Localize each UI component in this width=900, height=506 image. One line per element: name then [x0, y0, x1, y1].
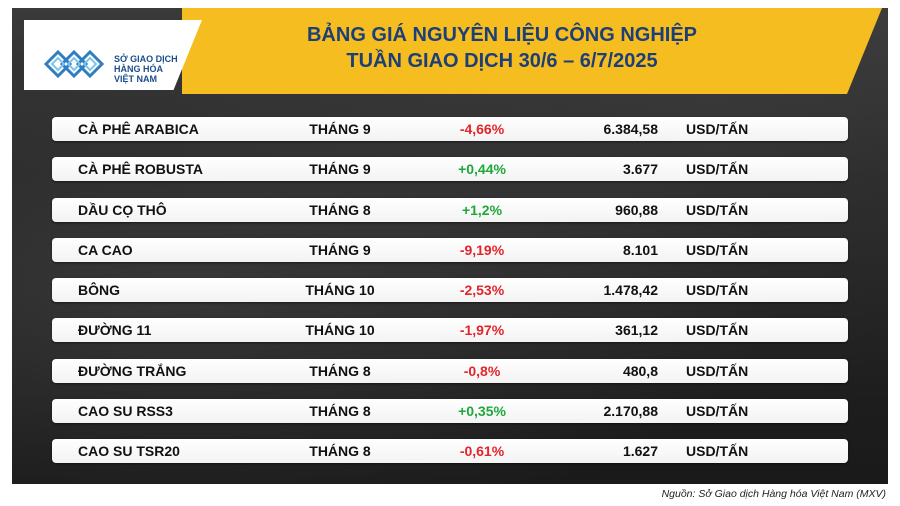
price-change: -2,53%: [459, 282, 505, 299]
price-change: -1,97%: [459, 322, 505, 339]
table-row: DẦU CỌ THÔ THÁNG 8 +1,2% 960,88 USD/TẤN: [52, 197, 848, 222]
source-note: Nguồn: Sở Giao dịch Hàng hóa Việt Nam (M…: [661, 488, 886, 500]
table-row: CAO SU TSR20 THÁNG 8 -0,61% 1.627 USD/TẤN: [52, 439, 848, 464]
price-change: +0,44%: [458, 161, 506, 178]
logo-line-3: VIỆT NAM: [114, 74, 158, 84]
logo: SỞ GIAO DỊCH HÀNG HÓA VIỆT NAM: [24, 20, 202, 90]
page-title: BẢNG GIÁ NGUYÊN LIỆU CÔNG NGHIỆP TUẦN GI…: [212, 22, 792, 74]
price-unit: USD/TẤN: [686, 443, 749, 460]
contract-month: THÁNG 9: [309, 241, 371, 258]
price-value: 6.384,58: [603, 121, 659, 137]
price-unit: USD/TẤN: [686, 201, 749, 218]
table-row: ĐƯỜNG TRẮNG THÁNG 8 -0,8% 480,8 USD/TẤN: [52, 358, 848, 383]
price-unit: USD/TẤN: [686, 362, 749, 379]
price-change: -4,66%: [459, 121, 505, 137]
mxv-logo-icon: [43, 49, 105, 79]
price-unit: USD/TẤN: [686, 161, 749, 178]
logo-line-2: HÀNG HÓA: [114, 64, 163, 74]
table-row: CÀ PHÊ ROBUSTA THÁNG 9 +0,44% 3.677 USD/TẤN: [52, 157, 848, 182]
commodity-name: ĐƯỜNG TRẮNG: [78, 362, 187, 379]
price-change: -0,61%: [459, 443, 505, 460]
contract-month: THÁNG 8: [309, 201, 371, 218]
contract-month: THÁNG 9: [309, 161, 371, 178]
price-change: +0,35%: [458, 403, 506, 420]
price-value: 8.101: [622, 241, 658, 258]
header-band: [182, 8, 882, 94]
title-line-1: BẢNG GIÁ NGUYÊN LIỆU CÔNG NGHIỆP: [306, 24, 698, 46]
price-unit: USD/TẤN: [686, 241, 749, 258]
commodity-name: CÀ PHÊ ROBUSTA: [78, 161, 203, 178]
price-unit: USD/TẤN: [686, 403, 749, 420]
title-line-2: TUẦN GIAO DỊCH 30/6 – 6/7/2025: [346, 50, 658, 72]
price-change: -9,19%: [459, 241, 505, 258]
commodity-name: CA CAO: [78, 241, 133, 258]
price-value: 361,12: [615, 322, 658, 339]
contract-month: THÁNG 8: [309, 443, 371, 460]
commodity-name: CAO SU TSR20: [78, 443, 180, 460]
price-value: 3.677: [622, 161, 658, 178]
price-value: 1.478,42: [603, 282, 659, 299]
price-value: 1.627: [622, 443, 658, 460]
logo-text: SỞ GIAO DỊCH HÀNG HÓA VIỆT NAM: [114, 54, 178, 84]
contract-month: THÁNG 8: [309, 362, 371, 379]
table-row: ĐƯỜNG 11 THÁNG 10 -1,97% 361,12 USD/TẤN: [52, 318, 848, 343]
contract-month: THÁNG 10: [305, 322, 375, 339]
price-unit: USD/TẤN: [686, 121, 749, 137]
price-value: 960,88: [615, 201, 658, 218]
price-unit: USD/TẤN: [686, 322, 749, 339]
commodity-name: BÔNG: [78, 282, 120, 299]
price-change: +1,2%: [461, 201, 503, 218]
contract-month: THÁNG 10: [305, 282, 375, 299]
price-value: 2.170,88: [603, 403, 659, 420]
price-table: CÀ PHÊ ARABICA THÁNG 9 -4,66% 6.384,58 USD/T…: [52, 117, 848, 480]
table-row: CÀ PHÊ ARABICA THÁNG 9 -4,66% 6.384,58 USD/T…: [52, 117, 848, 141]
contract-month: THÁNG 9: [309, 121, 371, 137]
price-value: 480,8: [622, 362, 658, 379]
logo-line-1: SỞ GIAO DỊCH: [114, 54, 178, 64]
commodity-name: CAO SU RSS3: [78, 403, 173, 420]
contract-month: THÁNG 8: [309, 403, 371, 420]
commodity-name: ĐƯỜNG 11: [78, 322, 152, 339]
price-change: -0,8%: [463, 362, 501, 379]
table-row: CA CAO THÁNG 9 -9,19% 8.101 USD/TẤN: [52, 237, 848, 262]
commodity-name: CÀ PHÊ ARABICA: [78, 121, 199, 137]
price-unit: USD/TẤN: [686, 282, 749, 299]
table-row: CAO SU RSS3 THÁNG 8 +0,35% 2.170,88 USD/TẤN: [52, 399, 848, 424]
commodity-name: DẦU CỌ THÔ: [78, 201, 167, 218]
table-row: BÔNG THÁNG 10 -2,53% 1.478,42 USD/TẤN: [52, 278, 848, 303]
